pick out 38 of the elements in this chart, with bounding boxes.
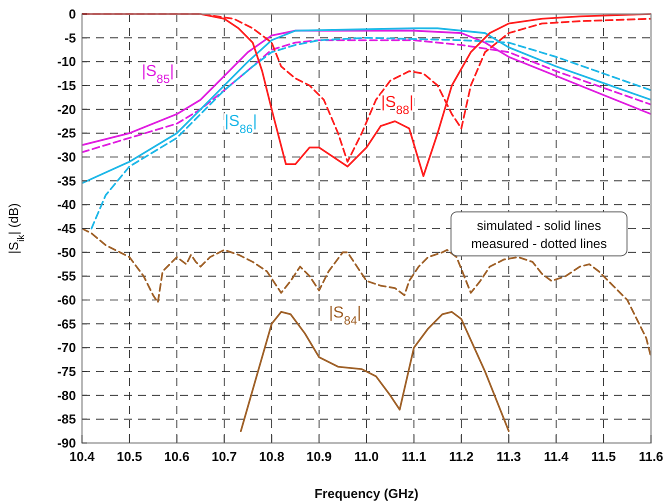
y-tick-label: -90 [57, 436, 76, 450]
x-axis-title: Frequency (GHz) [314, 486, 419, 501]
series-label: |S$_{88}$| [381, 94, 414, 117]
y-tick-label: -25 [57, 126, 76, 141]
x-tick-label: 11.5 [591, 449, 616, 464]
y-tick-label: -75 [57, 364, 76, 379]
x-tick-label: 11.6 [638, 449, 664, 464]
x-tick-label: 10.5 [116, 449, 142, 464]
y-tick-label: -30 [57, 150, 76, 164]
x-tick-label: 11.3 [496, 449, 522, 464]
x-tick-label: 10.4 [69, 449, 96, 464]
x-tick-label: 11.2 [449, 449, 474, 464]
series-label: |S$_{86}$| [224, 113, 258, 136]
y-tick-label: -65 [57, 316, 76, 332]
annotation: measured - dotted lines [471, 236, 608, 251]
y-tick-label: 0 [68, 6, 76, 22]
x-tick-label: 10.9 [306, 449, 332, 464]
y-tick-label: -70 [57, 340, 76, 356]
y-tick-label: -85 [57, 412, 76, 427]
y-tick-label: -35 [57, 173, 76, 188]
y-tick-label: -50 [57, 244, 76, 260]
y-tick-label: -80 [57, 388, 76, 403]
y-tick-label: -60 [57, 292, 76, 308]
annotation: simulated - solid lines [476, 218, 602, 233]
x-tick-label: 11.4 [544, 449, 570, 464]
x-tick-label: 11.1 [402, 449, 426, 464]
series-label: |S$_{85}$| [142, 62, 174, 86]
y-tick-label: -55 [57, 268, 76, 284]
x-tick-label: 10.6 [164, 449, 190, 464]
x-tick-label: 11.0 [354, 449, 379, 464]
y-tick-label: -20 [57, 102, 76, 117]
y-tick-label: -15 [57, 78, 76, 93]
x-tick-label: 10.8 [259, 449, 284, 464]
y-tick-label: -10 [57, 54, 76, 70]
y-tick-label: -40 [57, 197, 76, 212]
y-tick-label: -5 [64, 30, 76, 46]
y-tick-label: -45 [57, 221, 76, 236]
x-tick-label: 10.7 [212, 449, 237, 464]
